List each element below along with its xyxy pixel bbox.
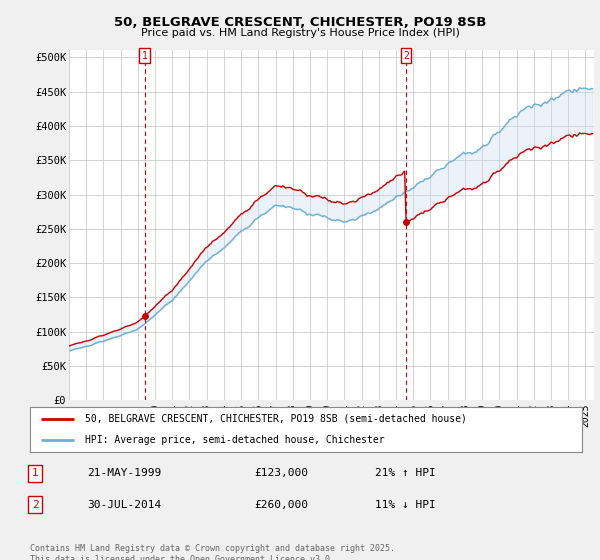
Text: £123,000: £123,000 [254, 468, 308, 478]
Text: 50, BELGRAVE CRESCENT, CHICHESTER, PO19 8SB (semi-detached house): 50, BELGRAVE CRESCENT, CHICHESTER, PO19 … [85, 414, 467, 424]
Text: 21-MAY-1999: 21-MAY-1999 [87, 468, 161, 478]
Text: £260,000: £260,000 [254, 500, 308, 510]
Text: Price paid vs. HM Land Registry's House Price Index (HPI): Price paid vs. HM Land Registry's House … [140, 28, 460, 38]
Text: 30-JUL-2014: 30-JUL-2014 [87, 500, 161, 510]
Text: HPI: Average price, semi-detached house, Chichester: HPI: Average price, semi-detached house,… [85, 435, 385, 445]
Text: Contains HM Land Registry data © Crown copyright and database right 2025.
This d: Contains HM Land Registry data © Crown c… [30, 544, 395, 560]
Text: 1: 1 [32, 468, 38, 478]
Text: 21% ↑ HPI: 21% ↑ HPI [375, 468, 436, 478]
Text: 11% ↓ HPI: 11% ↓ HPI [375, 500, 436, 510]
Text: 1: 1 [142, 51, 148, 61]
Text: 2: 2 [32, 500, 38, 510]
Text: 2: 2 [403, 51, 409, 61]
Text: 50, BELGRAVE CRESCENT, CHICHESTER, PO19 8SB: 50, BELGRAVE CRESCENT, CHICHESTER, PO19 … [114, 16, 486, 29]
